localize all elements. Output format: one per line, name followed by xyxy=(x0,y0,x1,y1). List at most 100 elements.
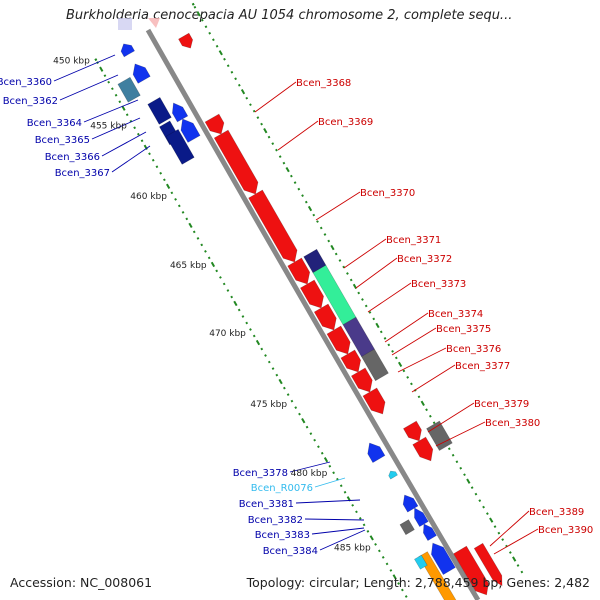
inner-tick-track-tick xyxy=(249,328,252,331)
outer-tick-track-tick xyxy=(282,161,286,165)
outer-tick-track-tick xyxy=(394,356,398,360)
label-bcen-3389: Bcen_3389 xyxy=(529,507,584,518)
gene-top-blue xyxy=(120,43,135,58)
outer-tick-track-tick xyxy=(252,109,256,113)
inner-tick-track-tick xyxy=(378,549,381,553)
outer-tick-track-tick xyxy=(218,50,223,56)
inner-tick-track-tick xyxy=(385,562,389,566)
outer-tick-track-tick xyxy=(307,205,313,212)
inner-tick-track-tick xyxy=(245,321,249,325)
label-layer: 450 kbp 455 kbp 460 kbp 465 kbp 470 kbp 475 k… xyxy=(0,57,593,557)
outer-tick-track-tick xyxy=(402,369,406,373)
gene-bcen-3379 xyxy=(403,420,422,442)
label-bcen-3370: Bcen_3370 xyxy=(360,188,415,199)
label-bcen-3377: Bcen_3377 xyxy=(455,361,510,372)
inner-tick-track-tick xyxy=(264,354,267,357)
label-bcen-3367-leader xyxy=(111,145,151,173)
inner-tick-track-tick xyxy=(241,315,245,318)
outer-tick-track-tick xyxy=(459,466,463,470)
label-bcen-3373: Bcen_3373 xyxy=(411,279,466,290)
label-bcen-3380-leader xyxy=(435,421,486,447)
inner-tick-track-tick xyxy=(163,178,166,182)
label-bcen-3389-leader xyxy=(489,510,530,547)
gene-top-red xyxy=(178,32,194,49)
outer-tick-track-tick xyxy=(245,96,249,100)
inner-tick-track-tick xyxy=(255,339,261,346)
label-bcen-3362-leader xyxy=(59,74,119,101)
gene-bcen-3378 xyxy=(367,442,386,464)
inner-tick-track-tick xyxy=(99,66,104,72)
inner-tick-track-tick xyxy=(226,289,230,292)
gene-orange xyxy=(418,551,457,600)
outer-tick-track-tick xyxy=(312,213,316,217)
label-bcen-3366-leader xyxy=(101,131,147,157)
outer-tick-track-tick xyxy=(470,486,474,490)
outer-tick-track-tick xyxy=(237,83,241,87)
inner-tick-track-tick xyxy=(121,105,126,111)
label-bcen-3376: Bcen_3376 xyxy=(446,344,501,355)
inner-tick-track-tick xyxy=(369,535,374,541)
outer-tick-track-tick xyxy=(223,57,226,61)
outer-tick-track-tick xyxy=(278,155,282,158)
gene-bcen-3374 xyxy=(326,325,351,355)
inner-tick-track-tick xyxy=(118,100,122,104)
label-bcen-3365: Bcen_3365 xyxy=(35,135,90,146)
gene-faded-top xyxy=(118,18,132,30)
label-bcen-3370-leader xyxy=(315,191,361,221)
inner-tick-track-tick xyxy=(166,183,171,189)
label-bcen-3384-leader xyxy=(319,529,366,551)
outer-tick-track-tick xyxy=(346,272,349,275)
inner-tick-track-tick xyxy=(286,393,290,396)
label-bcen-3378-leader xyxy=(289,461,331,473)
inner-tick-track-tick xyxy=(392,574,397,580)
outer-tick-track-tick xyxy=(361,298,364,301)
accession-text: Accession: NC_008061 xyxy=(10,575,153,590)
outer-tick-track-tick xyxy=(215,44,219,48)
outer-tick-track-tick xyxy=(293,181,297,184)
outer-tick-track-tick xyxy=(508,551,512,554)
inner-tick-track-tick xyxy=(133,126,136,130)
label-bcen-3371-leader xyxy=(343,238,387,269)
inner-tick-track-tick xyxy=(271,367,275,370)
gene-bcen-3369 xyxy=(213,129,259,195)
outer-tick-track-tick xyxy=(482,505,485,509)
outer-tick-track-tick xyxy=(285,166,290,173)
outer-tick-track-tick xyxy=(260,122,263,126)
inner-tick-track-tick xyxy=(107,80,111,84)
outer-tick-track-tick xyxy=(196,11,201,17)
inner-tick-track-tick xyxy=(174,197,177,201)
inner-tick-track-tick xyxy=(125,113,129,117)
kbp-tick-label: 460 kbp xyxy=(130,192,167,202)
outer-tick-track-tick xyxy=(387,343,391,347)
inner-tick-track-tick xyxy=(290,399,294,403)
gene-bcen-3384 xyxy=(431,542,456,576)
inner-tick-track-tick xyxy=(343,490,347,494)
outer-tick-track-tick xyxy=(327,239,331,243)
outer-tick-track-tick xyxy=(234,77,237,81)
label-bcen-3366: Bcen_3366 xyxy=(45,152,100,163)
outer-tick-track-tick xyxy=(191,2,195,6)
inner-tick-track-tick xyxy=(136,132,140,136)
gene-bcen-3375 xyxy=(340,349,361,373)
inner-tick-track-tick xyxy=(339,484,343,488)
inner-tick-track-tick xyxy=(374,543,377,546)
inner-tick-track-tick xyxy=(155,165,159,169)
gene-bcen-3365b xyxy=(180,118,201,143)
outer-tick-track-tick xyxy=(200,18,204,22)
gene-bcen-3376 xyxy=(350,367,373,393)
outer-tick-track-tick xyxy=(275,148,278,152)
label-bcen-r0076: Bcen_R0076 xyxy=(251,483,313,494)
label-bcen-3371: Bcen_3371 xyxy=(386,235,441,246)
inner-tick-track-tick xyxy=(355,510,358,514)
outer-tick-track-tick xyxy=(512,556,517,562)
outer-tick-track-tick xyxy=(406,375,410,379)
inner-tick-track-tick xyxy=(278,378,283,385)
label-bcen-3382: Bcen_3382 xyxy=(248,515,303,526)
label-bcen-3373-leader xyxy=(367,282,412,313)
inner-tick-track-tick xyxy=(219,276,222,279)
label-bcen-3364: Bcen_3364 xyxy=(27,118,82,129)
label-bcen-3376-leader xyxy=(397,347,447,373)
inner-tick-track-tick xyxy=(397,582,400,585)
label-bcen-3374-leader xyxy=(384,312,429,343)
gene-bcen-3371 xyxy=(287,257,311,285)
